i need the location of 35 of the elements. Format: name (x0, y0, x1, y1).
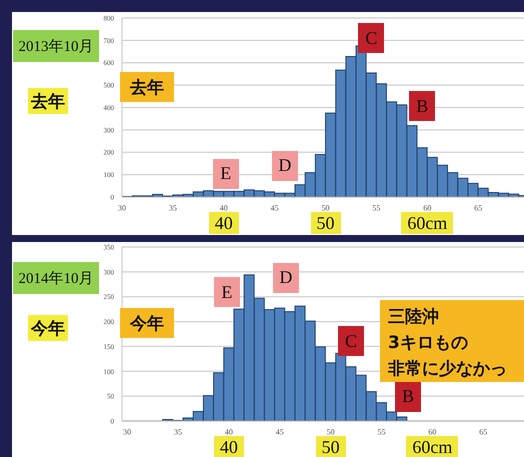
text: 60cm (401, 212, 454, 234)
text: 去年 (28, 88, 68, 114)
text: 60cm (406, 436, 458, 457)
x-tick-label: 35 (174, 428, 182, 437)
x-tick-label: 30 (123, 428, 132, 437)
annotation: B (394, 382, 421, 412)
x-tick-label: 45 (276, 428, 284, 437)
x-tick-label: 55 (378, 428, 386, 437)
x-tick-label: 30 (118, 204, 126, 213)
annotation: 三陸沖 (388, 306, 439, 328)
x-tick-label: 65 (474, 204, 482, 213)
annotation: 去年 (120, 72, 174, 102)
annotation: E (214, 277, 240, 308)
annotation: 3キロもの (388, 332, 468, 354)
x-tick-label: 45 (270, 204, 279, 213)
text: 2014年10月 (13, 262, 99, 294)
annotation: C (338, 326, 364, 356)
x-tick-label: 60 (428, 428, 436, 437)
annotation: D (272, 150, 298, 181)
text: 今年 (28, 315, 68, 341)
annotation: D (272, 262, 299, 293)
x-tick-label: 65 (479, 428, 488, 437)
x-tick-label: 50 (322, 204, 330, 213)
annotation: B (409, 91, 436, 122)
x-tick-label: 50 (326, 428, 335, 437)
annotation: E (212, 158, 239, 188)
x-tick-label: 35 (168, 204, 177, 213)
annotation: C (358, 23, 384, 54)
x-tick-label: 60 (423, 204, 432, 213)
annotation: 今年 (120, 308, 174, 338)
text: 2013年10月 (13, 30, 99, 62)
x-tick-label: 40 (224, 428, 233, 437)
x-tick-label: 55 (372, 204, 380, 213)
x-tick-label: 40 (220, 204, 228, 213)
annotation: 非常に少なかっ (388, 358, 507, 380)
